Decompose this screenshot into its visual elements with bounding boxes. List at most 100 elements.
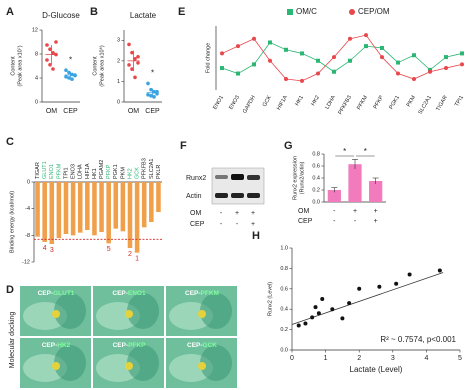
bar [99, 182, 104, 232]
protein-shape [127, 345, 159, 381]
condition-sign: + [251, 210, 255, 217]
docking-prefix: CEP- [112, 290, 128, 297]
data-point [437, 268, 442, 273]
side-label: Molecular docking [9, 312, 16, 369]
rank-label: 4 [43, 245, 47, 252]
data-point [412, 53, 416, 58]
category-label: HIF1A [85, 163, 91, 179]
protein-shape [127, 293, 159, 329]
x-tick-label: 2 [357, 355, 361, 362]
protein-shape [54, 345, 86, 381]
bar [70, 182, 76, 236]
docking-target: ENO1 [128, 290, 146, 297]
condition-sign: + [235, 210, 239, 217]
x-axis-label: Lactate (Level) [350, 365, 403, 374]
bar [120, 182, 126, 232]
data-point [316, 71, 320, 76]
significance: * [151, 69, 154, 78]
docking-prefix: CEP- [38, 290, 54, 297]
rank-label: 2 [128, 251, 132, 258]
docking-prefix: CEP- [185, 290, 201, 297]
y-tick-label: 12 [32, 27, 38, 33]
category-label: PFKP [106, 164, 112, 179]
legend-marker [287, 9, 293, 15]
bar [77, 182, 83, 233]
y-tick-label: 0.8 [280, 266, 288, 272]
data-point [347, 301, 352, 306]
data-point [348, 36, 352, 41]
y-tick-label: 8 [35, 51, 38, 57]
data-point [67, 76, 71, 80]
bar [106, 182, 111, 244]
x-tick-label: GCK [262, 94, 273, 108]
y-tick-label: 1.0 [280, 245, 288, 251]
bar [369, 181, 383, 202]
category-label: ENO1 [49, 164, 55, 179]
category-label: PGK1 [113, 164, 119, 179]
condition-sign: + [374, 218, 378, 225]
data-point [51, 67, 55, 71]
bar [56, 182, 62, 238]
y-tick-label: 0.8 [312, 151, 320, 157]
ligand [52, 362, 60, 370]
panel-letter: F [180, 140, 187, 152]
data-point [54, 40, 58, 44]
legend-marker [349, 9, 355, 15]
data-point [146, 93, 150, 97]
docking-prefix: CEP- [42, 342, 58, 349]
y-axis-label: (Peak area x10⁶) [98, 45, 105, 87]
data-point [407, 272, 412, 277]
panel-letter: E [178, 6, 185, 18]
data-point [300, 51, 304, 56]
category-label: PGAM2 [99, 160, 105, 179]
category-label: SLC2A1 [149, 159, 155, 180]
data-point [380, 55, 384, 60]
category-label: GCK [135, 167, 141, 179]
bar [35, 182, 40, 237]
category-label: ENO3 [71, 164, 77, 179]
panel-letter: D [6, 284, 14, 296]
condition-sign: + [374, 208, 378, 215]
y-tick-label: -12 [22, 259, 30, 265]
data-point [152, 95, 156, 99]
ligand [125, 310, 133, 318]
condition-sign: + [353, 208, 357, 215]
data-point [133, 75, 137, 80]
blot-band [247, 175, 260, 180]
rank-label: 1 [135, 256, 139, 263]
data-point [320, 297, 325, 301]
x-tick-label: HK2 [310, 95, 321, 107]
data-point [332, 55, 336, 60]
bar [63, 182, 69, 234]
y-tick-label: 4 [35, 75, 38, 81]
data-point [332, 69, 336, 74]
category-label: HK2 [127, 168, 133, 179]
data-point [64, 68, 68, 72]
data-point [130, 50, 134, 55]
data-point [236, 71, 240, 76]
x-tick-label: CEP [63, 108, 78, 115]
chart-title: Lactate [130, 11, 157, 20]
ligand [125, 362, 133, 370]
docking-target: GLUT1 [53, 290, 75, 297]
data-point [220, 66, 224, 71]
blot-row-label: Runx2 [186, 175, 206, 182]
data-point [340, 316, 345, 321]
y-tick-label: -8 [25, 233, 30, 239]
data-point [70, 77, 74, 81]
data-point [136, 61, 140, 65]
y-tick-label: 0.4 [280, 307, 288, 313]
data-point [396, 60, 400, 65]
data-point [136, 54, 140, 59]
category-label: PKM [120, 167, 126, 179]
data-point [364, 33, 368, 38]
y-tick-label: 0 [27, 179, 30, 185]
x-tick-label: HK1 [294, 95, 305, 107]
category-label: PKLR [156, 165, 162, 179]
condition-sign: - [220, 221, 223, 228]
x-tick-label: TPI1 [454, 95, 465, 108]
y-tick-label: 0.6 [312, 163, 320, 169]
x-tick-label: OM [46, 108, 57, 115]
